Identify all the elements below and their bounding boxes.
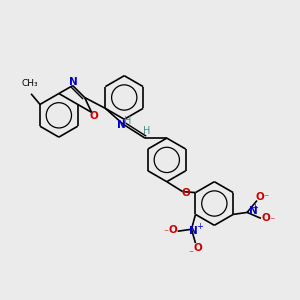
Text: N: N bbox=[117, 120, 126, 130]
Text: O: O bbox=[168, 225, 177, 235]
Text: ⁻: ⁻ bbox=[188, 249, 193, 259]
Text: N: N bbox=[69, 76, 78, 87]
Text: O: O bbox=[256, 192, 264, 202]
Text: O: O bbox=[193, 243, 202, 253]
Text: O: O bbox=[181, 188, 190, 198]
Text: H: H bbox=[143, 126, 151, 136]
Text: O: O bbox=[89, 111, 98, 121]
Text: +: + bbox=[196, 222, 203, 231]
Text: CH₃: CH₃ bbox=[22, 79, 38, 88]
Text: H: H bbox=[124, 116, 132, 126]
Text: ⁻: ⁻ bbox=[263, 194, 268, 203]
Text: ⁻: ⁻ bbox=[163, 228, 168, 238]
Text: N: N bbox=[249, 206, 258, 216]
Text: O: O bbox=[262, 213, 270, 224]
Text: +: + bbox=[252, 203, 259, 212]
Text: ⁻: ⁻ bbox=[269, 216, 275, 226]
Text: N: N bbox=[189, 226, 198, 236]
